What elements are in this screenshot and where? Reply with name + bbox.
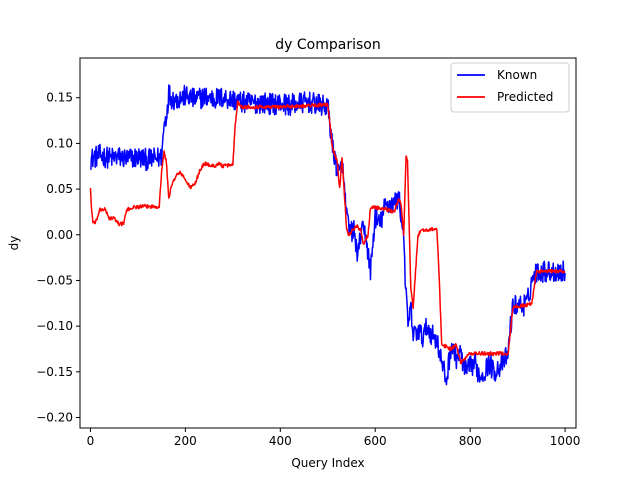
x-axis-label: Query Index bbox=[291, 456, 364, 470]
y-tick-label: −0.20 bbox=[36, 410, 73, 424]
y-tick-label: −0.15 bbox=[36, 365, 73, 379]
y-tick-label: −0.10 bbox=[36, 319, 73, 333]
series-layer bbox=[89, 84, 566, 386]
x-tick-label: 800 bbox=[459, 434, 482, 448]
plot-frame bbox=[79, 57, 577, 429]
y-axis-label: dy bbox=[7, 236, 21, 251]
legend: Known Predicted bbox=[450, 62, 570, 113]
y-tick-label: 0.00 bbox=[46, 228, 73, 242]
x-tick-label: 600 bbox=[364, 434, 387, 448]
y-tick-label: 0.10 bbox=[46, 136, 73, 150]
x-tick-label: 1000 bbox=[550, 434, 581, 448]
y-tick-label: −0.05 bbox=[36, 273, 73, 287]
legend-label: Known bbox=[497, 68, 537, 82]
x-axis: 0 200 400 600 800 1000 bbox=[87, 428, 581, 448]
chart-title: dy Comparison bbox=[275, 37, 380, 53]
x-tick-label: 400 bbox=[269, 434, 292, 448]
y-axis: −0.20 −0.15 −0.10 −0.05 0.00 0.05 0.10 0.15 bbox=[36, 91, 80, 424]
y-tick-label: 0.15 bbox=[46, 91, 73, 105]
series-line-predicted bbox=[89, 100, 566, 365]
legend-label: Predicted bbox=[497, 90, 553, 104]
x-tick-label: 0 bbox=[87, 434, 95, 448]
y-tick-label: 0.05 bbox=[46, 182, 73, 196]
x-tick-label: 200 bbox=[174, 434, 197, 448]
